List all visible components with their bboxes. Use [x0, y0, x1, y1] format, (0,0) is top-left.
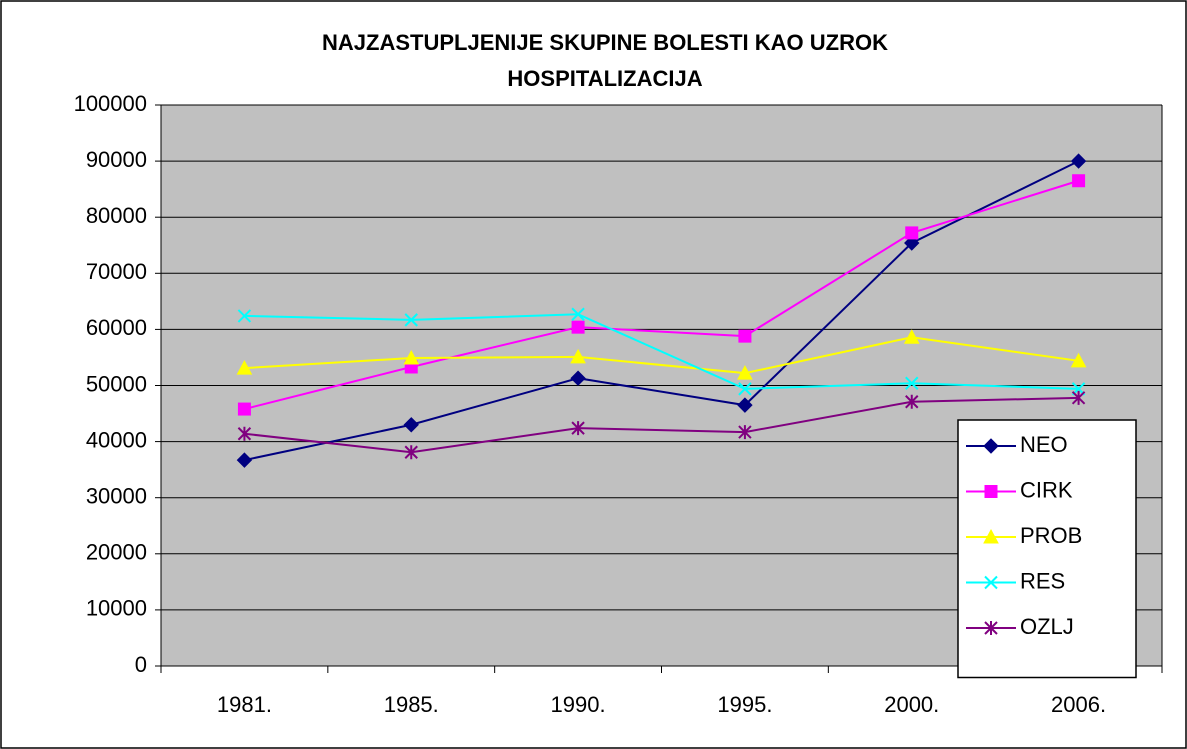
data-point: [905, 394, 919, 409]
legend-marker: [983, 528, 999, 544]
data-point: [237, 402, 251, 416]
x-tick-label: 1990.: [551, 692, 606, 717]
legend-marker: [984, 575, 998, 590]
chart-title: HOSPITALIZACIJA: [507, 66, 702, 91]
data-point: [237, 426, 252, 441]
data-point: [738, 382, 752, 396]
series-line: [244, 396, 1079, 454]
y-tick-label: 40000: [86, 427, 147, 452]
data-point: [237, 309, 252, 323]
data-point: [737, 397, 753, 413]
legend-marker: [984, 621, 998, 635]
y-tick-label: 90000: [86, 147, 147, 172]
data-point: [905, 376, 919, 390]
y-tick-label: 60000: [86, 315, 147, 340]
series-line: [244, 313, 1079, 390]
data-point: [738, 329, 752, 343]
legend-label: PROB: [1020, 523, 1082, 548]
legend-label: OZLJ: [1020, 614, 1074, 639]
data-point: [236, 452, 253, 468]
y-tick-label: 0: [135, 652, 147, 677]
data-point: [905, 226, 919, 240]
data-point: [404, 313, 418, 327]
data-point: [1070, 153, 1087, 169]
legend-box: [957, 419, 1137, 679]
y-tick-label: 20000: [86, 540, 147, 565]
x-tick-label: 2000.: [884, 692, 939, 717]
chart-title: NAJZASTUPLJENIJE SKUPINE BOLESTI KAO UZR…: [322, 30, 888, 55]
legend-label: CIRK: [1020, 477, 1073, 502]
data-point: [403, 417, 419, 433]
x-tick-label: 2006.: [1051, 692, 1106, 717]
data-point: [570, 370, 586, 386]
series-line: [244, 160, 1080, 462]
data-point: [571, 320, 585, 334]
data-point: [1071, 390, 1086, 405]
y-tick-label: 70000: [86, 259, 147, 284]
x-tick-label: 1985.: [384, 692, 439, 717]
x-tick-label: 1981.: [217, 692, 272, 717]
data-point: [904, 235, 920, 251]
data-point: [737, 365, 753, 380]
legend-marker: [983, 438, 999, 454]
data-point: [571, 421, 585, 436]
data-point: [1072, 174, 1086, 188]
y-tick-label: 50000: [86, 371, 147, 396]
legend-marker: [984, 485, 998, 498]
data-point: [571, 307, 585, 321]
y-tick-label: 80000: [86, 203, 147, 228]
data-point: [570, 348, 586, 364]
data-point: [903, 329, 920, 344]
data-point: [1070, 352, 1087, 368]
series-line: [244, 336, 1079, 375]
data-point: [236, 360, 253, 375]
legend-label: RES: [1020, 568, 1065, 593]
series-line: [244, 179, 1079, 411]
data-point: [403, 349, 420, 365]
y-tick-label: 100000: [74, 91, 147, 116]
data-point: [404, 445, 418, 460]
x-tick-label: 1995.: [717, 692, 772, 717]
y-tick-label: 10000: [86, 596, 147, 621]
y-tick-label: 30000: [86, 484, 147, 509]
data-point: [738, 425, 752, 440]
legend-label: NEO: [1020, 432, 1068, 457]
